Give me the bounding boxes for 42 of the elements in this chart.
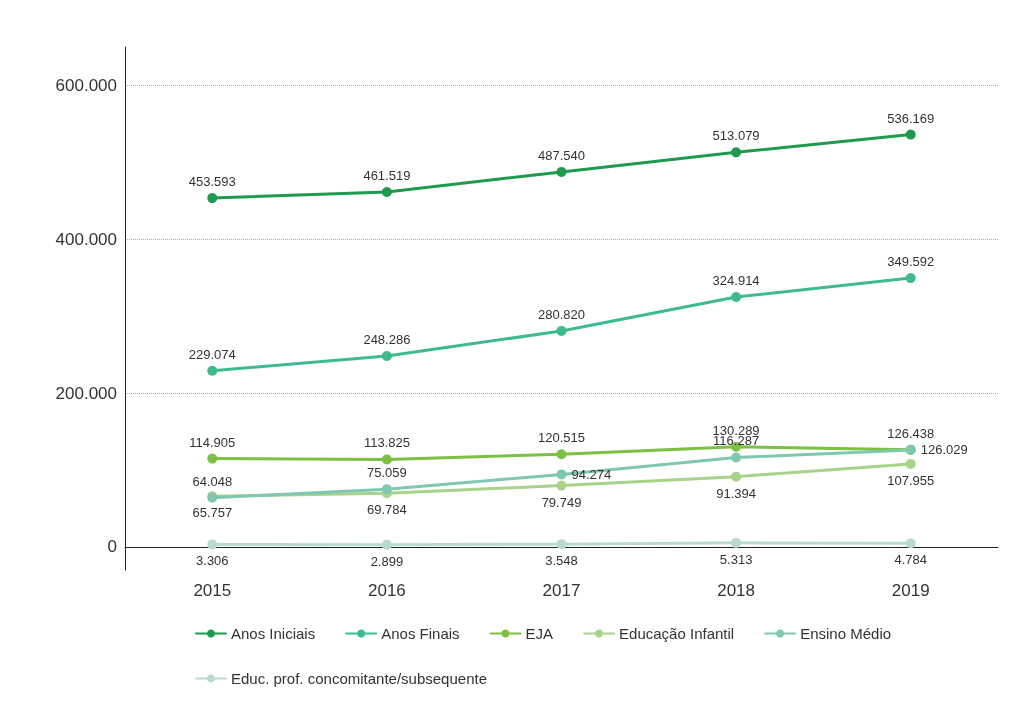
data-label: 75.059 xyxy=(367,465,407,481)
y-tick-label: 0 xyxy=(107,537,117,557)
data-label: 248.286 xyxy=(363,331,411,347)
data-label: 126.438 xyxy=(887,425,935,441)
data-label: 5.313 xyxy=(719,551,753,567)
data-label: 2.899 xyxy=(370,553,404,569)
data-label: 324.914 xyxy=(712,273,760,289)
data-label: 3.548 xyxy=(545,553,578,569)
legend-label: Anos Finais xyxy=(381,625,460,642)
data-label: 453.593 xyxy=(188,174,236,190)
data-label: 461.519 xyxy=(363,167,411,183)
data-label: 229.074 xyxy=(188,346,236,362)
data-label: 65.757 xyxy=(192,505,233,521)
y-tick-label: 600.000 xyxy=(55,75,117,95)
x-tick-label: 2019 xyxy=(891,581,930,600)
data-label: 114.905 xyxy=(189,434,236,450)
data-label: 107.955 xyxy=(887,472,935,488)
data-label: 69.784 xyxy=(367,502,407,518)
data-label: 280.820 xyxy=(538,306,585,322)
legend-label: Educação Infantil xyxy=(619,625,735,642)
y-tick-label: 200.000 xyxy=(55,383,117,403)
data-label: 4.784 xyxy=(894,552,927,568)
data-label: 120.515 xyxy=(538,430,585,446)
data-label: 126.029 xyxy=(920,442,968,458)
data-label: 487.540 xyxy=(538,147,585,163)
data-label: 79.749 xyxy=(541,494,582,510)
legend-label: Ensino Médio xyxy=(800,625,892,642)
data-label: 349.592 xyxy=(887,254,935,270)
x-tick-label: 2017 xyxy=(542,581,581,600)
data-label: 64.048 xyxy=(192,473,233,489)
data-label: 91.394 xyxy=(716,485,756,501)
x-tick-label: 2018 xyxy=(717,581,756,600)
data-label: 3.306 xyxy=(196,553,229,569)
data-label: 113.825 xyxy=(363,435,410,451)
y-tick-label: 400.000 xyxy=(55,229,117,249)
x-tick-label: 2016 xyxy=(367,581,406,600)
legend-label: Educ. prof. concomitante/subsequente xyxy=(231,670,487,687)
data-label: 536.169 xyxy=(887,110,935,126)
data-label: 513.079 xyxy=(712,128,760,144)
legend-label: Anos Iniciais xyxy=(231,625,316,642)
x-tick-label: 2015 xyxy=(193,581,232,600)
legend-label: EJA xyxy=(525,625,554,642)
